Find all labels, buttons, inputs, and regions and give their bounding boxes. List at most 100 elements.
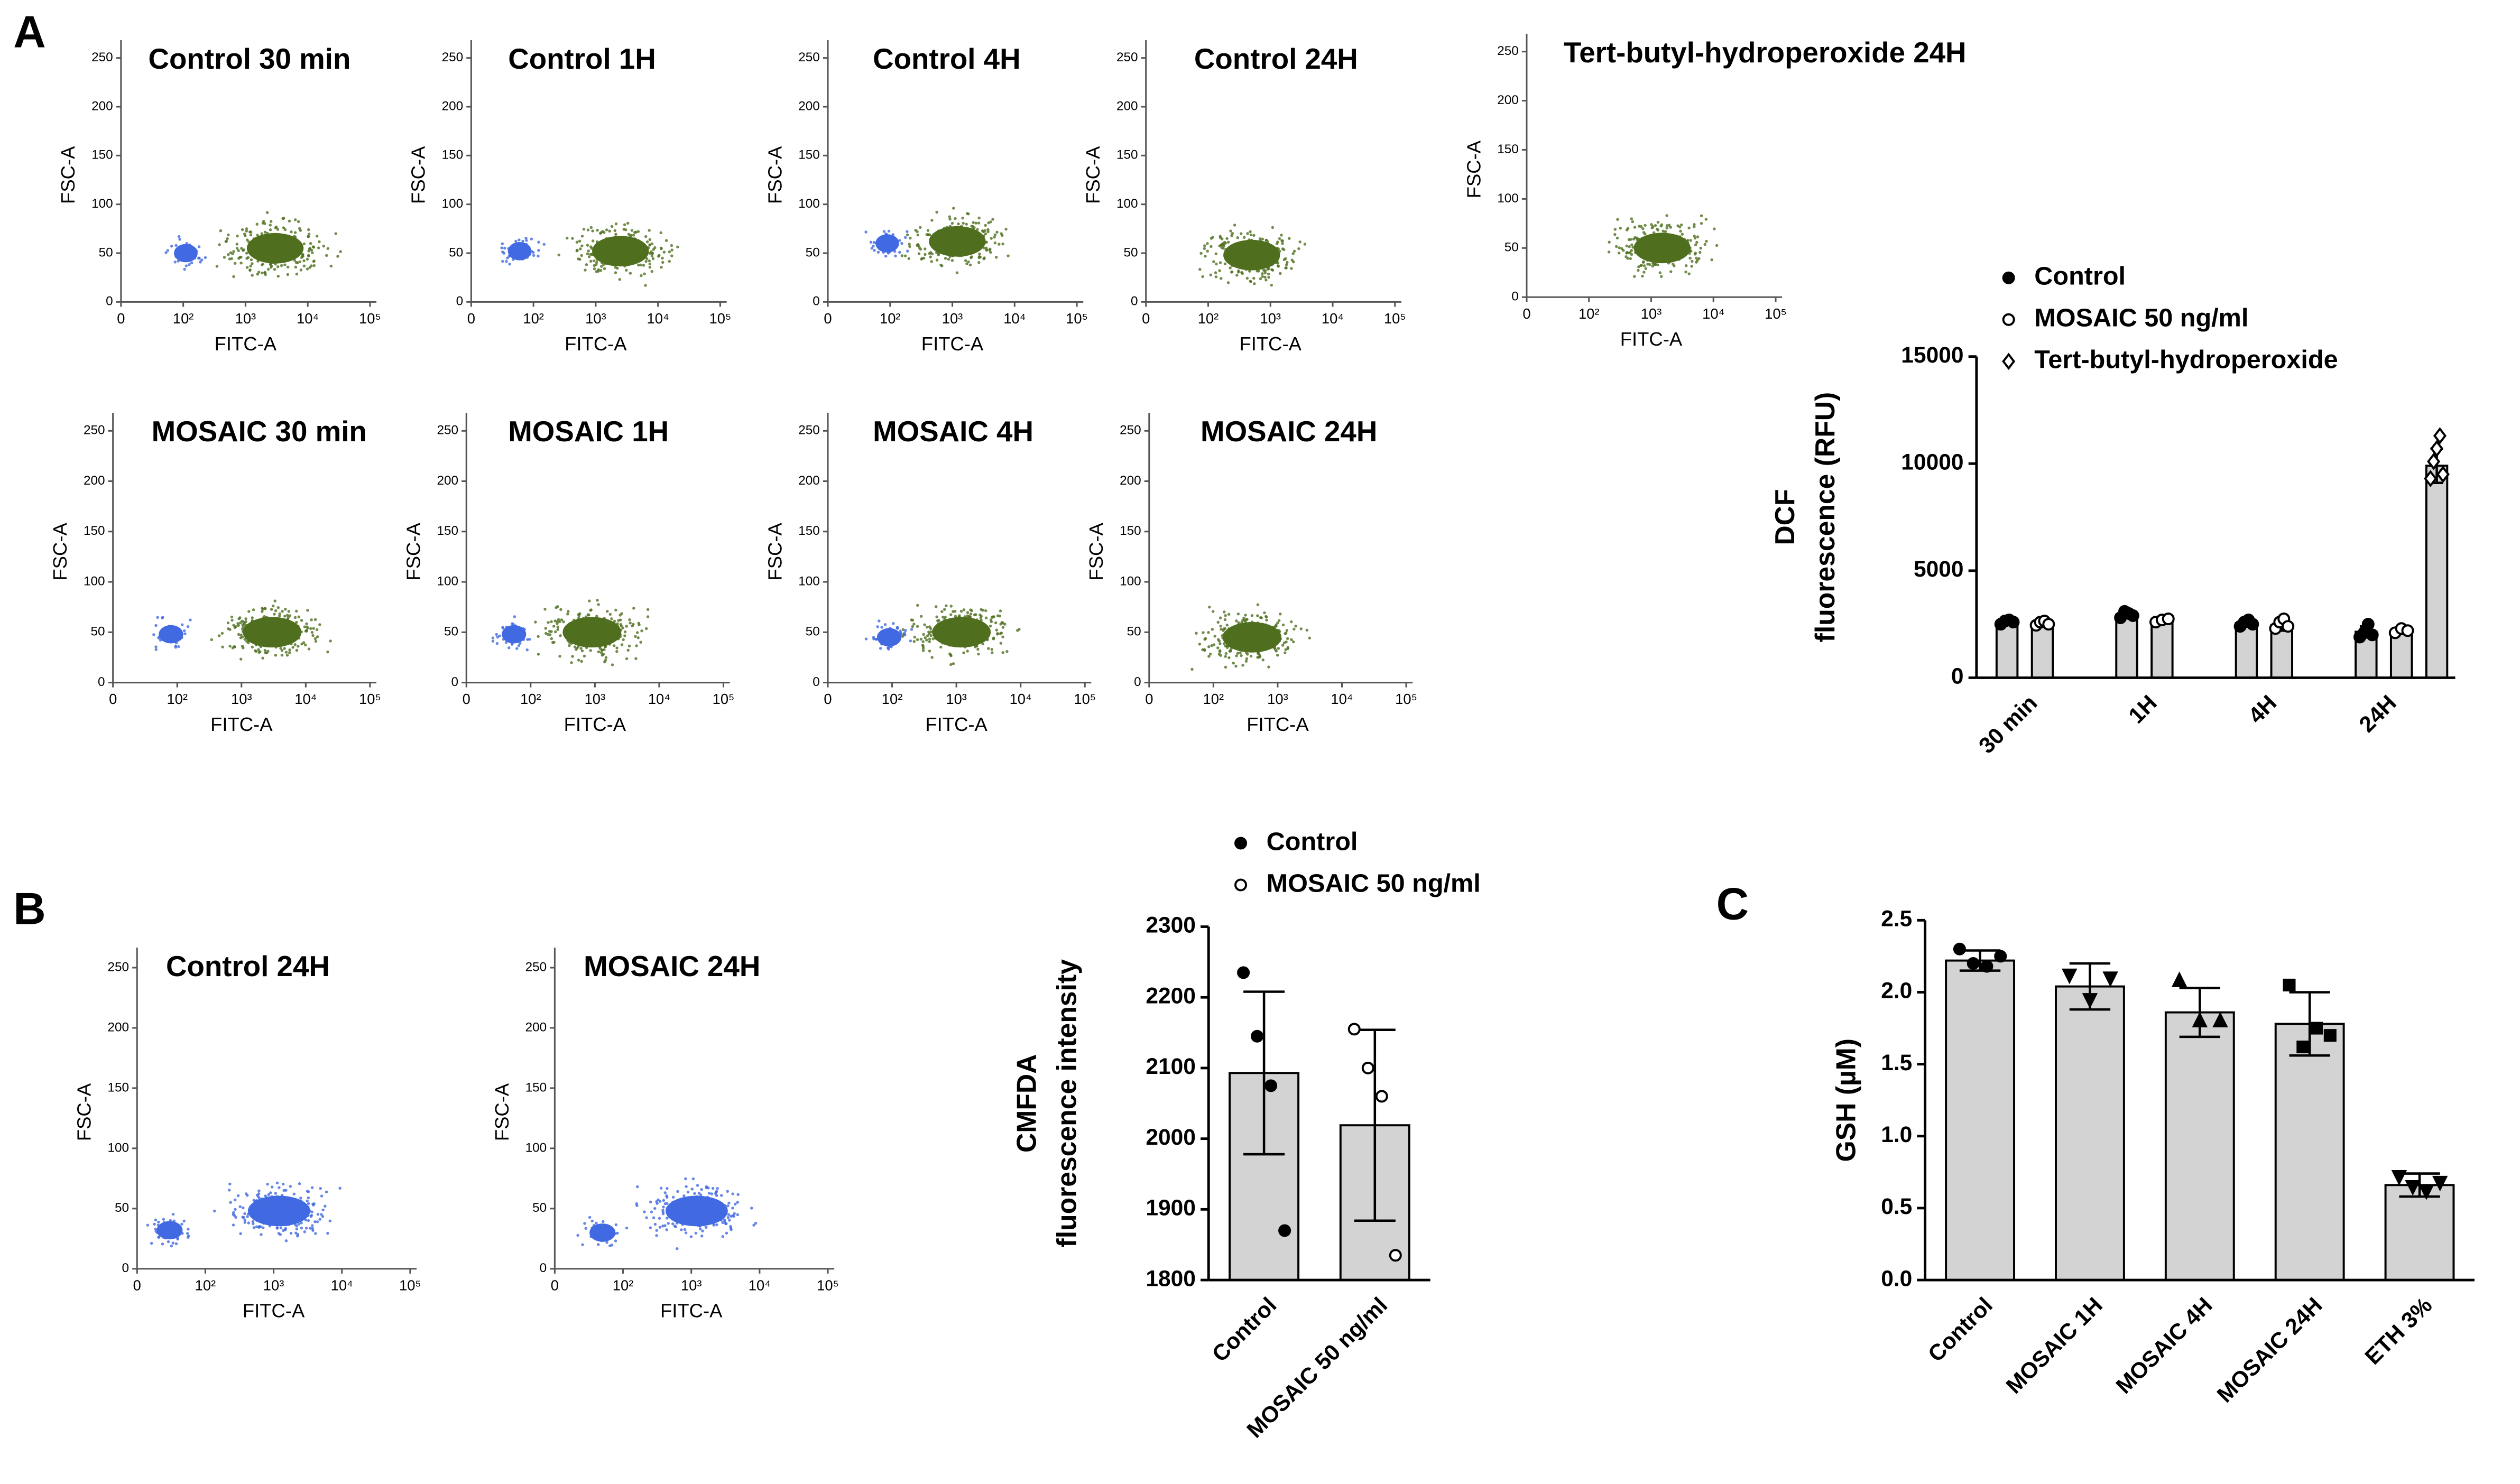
event-dot — [597, 650, 601, 654]
event-dot — [1265, 618, 1268, 622]
y-tick-label: 150 — [84, 524, 105, 538]
event-dot — [736, 1213, 740, 1217]
x-tick-label: 10⁵ — [1395, 691, 1417, 707]
event-dot — [515, 647, 519, 650]
event-dot — [597, 603, 600, 606]
event-dot — [935, 258, 939, 262]
event-dot — [491, 639, 495, 643]
data-point — [1347, 1023, 1361, 1036]
event-dot — [1644, 267, 1647, 270]
event-dot — [658, 1217, 661, 1220]
event-dot — [293, 231, 297, 234]
event-dot — [1214, 275, 1218, 279]
event-dot — [691, 1177, 695, 1181]
event-dot — [650, 270, 654, 273]
event-dot — [1286, 646, 1290, 649]
event-dot — [146, 1223, 150, 1227]
event-dot — [590, 1219, 594, 1223]
event-dot — [620, 643, 624, 646]
event-dot — [733, 1212, 736, 1216]
event-dot — [629, 622, 632, 625]
legend-label: Control — [2034, 262, 2126, 291]
y-tick-label: 0 — [813, 294, 820, 309]
event-dot — [244, 617, 247, 620]
event-dot — [1210, 644, 1213, 647]
event-dot — [1242, 236, 1246, 239]
event-dot — [161, 616, 164, 619]
y-tick-label: 2300 — [1146, 913, 1196, 938]
event-dot — [316, 635, 319, 638]
panel-label: C — [1716, 879, 1749, 929]
event-dot — [324, 1204, 327, 1208]
event-dot — [578, 612, 581, 615]
x-tick-label: 10⁴ — [294, 691, 317, 707]
event-dot — [667, 1222, 670, 1225]
event-dot — [272, 604, 275, 608]
event-dot — [1261, 272, 1264, 275]
population-core — [875, 234, 899, 253]
event-dot — [546, 633, 550, 636]
event-dot — [167, 1240, 170, 1244]
event-dot — [595, 615, 598, 618]
event-dot — [230, 615, 234, 619]
event-dot — [967, 212, 970, 216]
event-dot — [560, 618, 564, 622]
population-core — [243, 617, 302, 648]
data-point — [2126, 609, 2139, 622]
event-dot — [1694, 252, 1697, 255]
event-dot — [870, 246, 874, 250]
y-axis-label: FSC-A — [73, 1083, 95, 1141]
y-axis-label: FSC-A — [764, 146, 786, 204]
event-dot — [556, 628, 559, 631]
event-dot — [876, 251, 880, 254]
x-tick-label: Control — [1923, 1293, 1998, 1367]
event-dot — [559, 608, 562, 611]
event-dot — [1664, 230, 1667, 233]
event-dot — [1695, 256, 1698, 260]
event-dot — [993, 233, 997, 237]
event-dot — [680, 1228, 683, 1231]
event-dot — [1219, 625, 1222, 628]
data-point — [2212, 1012, 2228, 1027]
bar — [2164, 1011, 2235, 1282]
event-dot — [906, 230, 909, 233]
event-dot — [1267, 276, 1270, 279]
x-tick-label: 0 — [109, 691, 117, 707]
event-dot — [1232, 661, 1235, 665]
y-tick-label: 0 — [98, 675, 105, 689]
event-dot — [719, 1194, 723, 1197]
event-dot — [983, 229, 986, 233]
event-dot — [1642, 271, 1646, 274]
event-dot — [177, 235, 181, 238]
event-dot — [550, 630, 553, 633]
event-dot — [689, 1235, 693, 1238]
event-dot — [286, 273, 290, 276]
event-dot — [326, 247, 330, 251]
event-dot — [1669, 270, 1673, 273]
event-dot — [999, 642, 1003, 645]
data-point — [1980, 960, 1993, 973]
event-dot — [731, 1207, 734, 1210]
event-dot — [593, 267, 596, 271]
x-axis-label: FITC-A — [243, 1300, 305, 1321]
event-dot — [245, 266, 249, 269]
event-dot — [892, 622, 895, 625]
x-tick-label: 10⁴ — [749, 1277, 771, 1293]
event-dot — [1281, 247, 1285, 251]
plot-title: MOSAIC 24H — [584, 950, 760, 982]
event-dot — [1224, 242, 1227, 245]
event-dot — [1198, 268, 1202, 271]
event-dot — [1248, 270, 1251, 273]
event-dot — [944, 257, 947, 260]
event-dot — [302, 259, 306, 263]
event-dot — [1226, 240, 1230, 244]
event-dot — [526, 638, 529, 641]
event-dot — [1681, 233, 1684, 236]
event-dot — [1281, 644, 1285, 647]
event-dot — [245, 227, 248, 230]
event-dot — [633, 231, 636, 234]
event-dot — [588, 599, 591, 602]
event-dot — [1249, 280, 1252, 283]
y-axis-label: FSC-A — [1085, 523, 1107, 581]
event-dot — [676, 1190, 679, 1193]
